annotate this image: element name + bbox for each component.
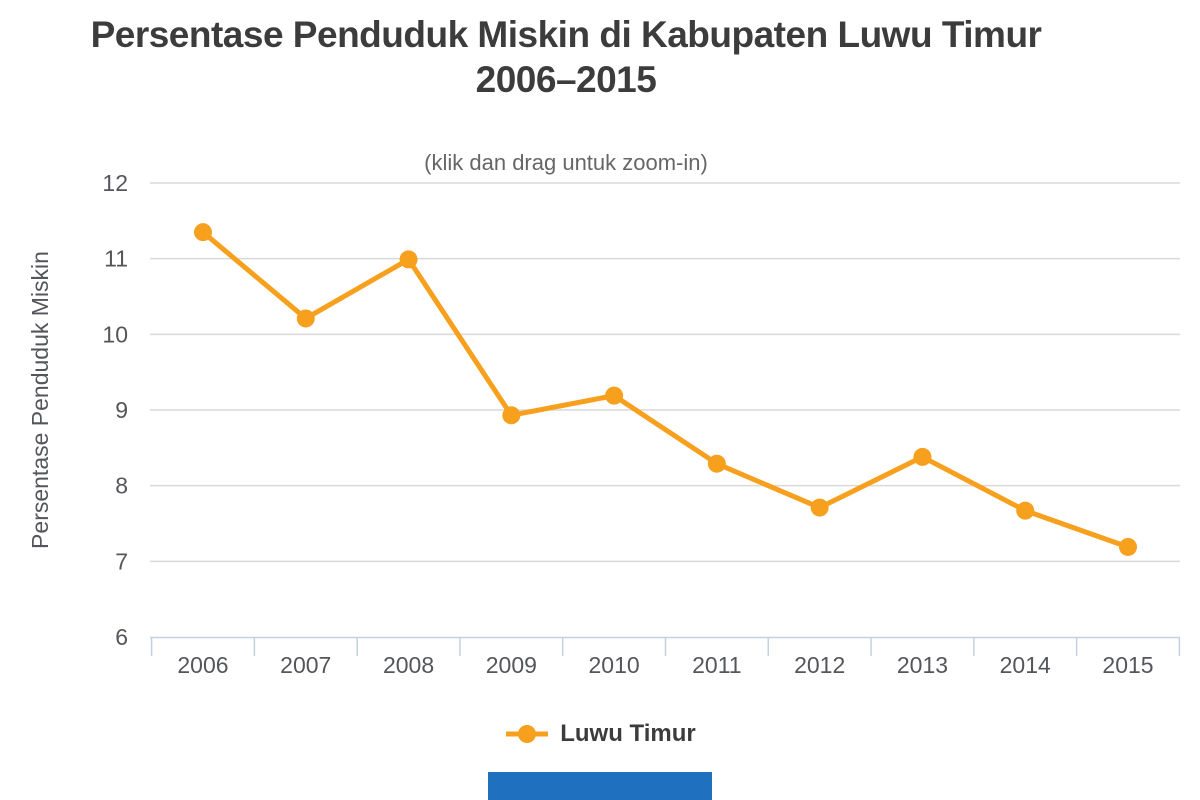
chart-subtitle: (klik dan drag untuk zoom-in) <box>424 150 708 175</box>
x-axis-tick-label: 2006 <box>177 652 228 678</box>
data-point-marker[interactable] <box>913 447 932 466</box>
x-axis-tick-label: 2014 <box>1000 652 1051 678</box>
y-axis-tick-label: 12 <box>102 170 128 196</box>
bottom-scrollbar[interactable] <box>488 772 712 800</box>
data-point-marker[interactable] <box>296 309 315 328</box>
x-axis-tick-label: 2013 <box>897 652 948 678</box>
data-point-marker[interactable] <box>1016 501 1035 520</box>
legend-dot <box>518 725 537 743</box>
series-line <box>200 229 1131 550</box>
x-axis-tick-label: 2011 <box>692 652 741 678</box>
chart-title-line1: Persentase Penduduk Miskin di Kabupaten … <box>90 14 1042 55</box>
legend-label: Luwu Timur <box>560 720 696 747</box>
data-point-marker[interactable] <box>193 223 212 242</box>
legend[interactable]: Luwu Timur <box>0 718 1200 750</box>
x-axis-tick-label: 2008 <box>383 652 434 678</box>
chart-title-line2: 2006–2015 <box>475 59 657 101</box>
data-point-marker[interactable] <box>1119 537 1138 556</box>
y-axis-tick-label: 8 <box>115 473 128 499</box>
y-axis-tick-label: 9 <box>115 397 128 423</box>
data-point-marker[interactable] <box>605 386 624 405</box>
x-axis-tick-label: 2015 <box>1102 652 1153 678</box>
y-axis-tick-label: 6 <box>115 624 128 650</box>
y-axis-tick-label: 11 <box>104 246 128 272</box>
x-axis-tick-label: 2009 <box>486 652 537 678</box>
y-axis-tick-label: 10 <box>102 321 128 347</box>
data-point-marker[interactable] <box>810 498 829 517</box>
y-axis-tick-label: 7 <box>115 548 128 574</box>
legend-marker-icon <box>506 725 549 743</box>
chart-title: Persentase Penduduk Miskin di Kabupaten … <box>0 12 1132 102</box>
data-point-marker[interactable] <box>399 250 418 269</box>
x-axis-tick-label: 2007 <box>280 652 331 678</box>
data-point-marker[interactable] <box>502 406 521 425</box>
data-point-marker[interactable] <box>707 454 726 473</box>
y-axis-title: Persentase Penduduk Miskin <box>27 251 53 549</box>
x-axis-tick-label: 2010 <box>589 652 640 678</box>
x-axis-tick-label: 2012 <box>794 652 845 678</box>
